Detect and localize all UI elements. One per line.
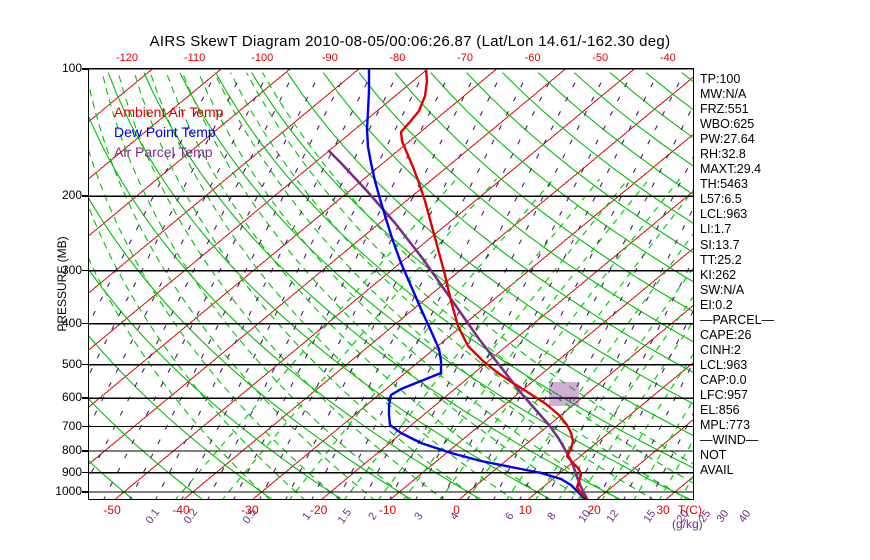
top-temp-tick: -110 [183, 52, 206, 64]
bottom-temp-tick: 0 [453, 503, 460, 517]
parameter-entry: CINH:2 [700, 342, 741, 357]
pressure-tick: 200 [61, 188, 82, 203]
parameter-entry: SW:N/A [700, 282, 745, 297]
pressure-tick: 500 [61, 356, 82, 371]
parameter-entry: —WIND— [700, 433, 759, 448]
pressure-tick: 400 [61, 315, 82, 330]
page-title: AIRS SkewT Diagram 2010-08-05/00:06:26.8… [149, 33, 671, 50]
pressure-tick-mark [82, 195, 88, 197]
parameter-entry: MW:N/A [700, 87, 747, 102]
parameter-entry: L57:6.5 [700, 192, 742, 207]
parameter-entry: FRZ:551 [700, 102, 749, 117]
bottom-temp-tick: 10 [518, 503, 532, 517]
mixing-ratio-tick: 0.1 [143, 506, 163, 527]
parameter-entry: MAXT:29.4 [700, 162, 762, 177]
pressure-tick-mark [82, 269, 88, 272]
parameter-entry: CAP:0.0 [700, 372, 747, 387]
parameter-entry: LCL:963 [700, 207, 748, 222]
top-temp-tick: -100 [251, 52, 274, 64]
pressure-tick-mark [82, 491, 88, 493]
parameter-entry: RH:32.8 [700, 147, 746, 162]
top-temp-tick: -90 [321, 52, 338, 64]
mixing-ratio-tick: 1.5 [335, 506, 355, 527]
parameter-entry: LFC:957 [700, 387, 748, 402]
bottom-temp-tick: 30 [656, 503, 670, 517]
pressure-tick: 600 [61, 390, 82, 405]
bottom-temp-tick: 20 [587, 503, 601, 517]
parameter-entry: PW:27.64 [700, 132, 755, 147]
pressure-tick: 900 [61, 464, 82, 479]
parameter-entry: KI:262 [700, 267, 737, 282]
sounding-parameters-list: TP:100 MW:N/A FRZ:551 WBO:625 PW:27.64 RH:32.… [700, 72, 774, 478]
legend-item-0: Ambient Air Temp [114, 104, 224, 120]
parameter-entry: LCL:963 [700, 357, 748, 372]
parameter-entry: EL:856 [700, 403, 740, 418]
legend-item-1: Dew Point Temp [114, 124, 216, 140]
legend-item-2: Air Parcel Temp [114, 144, 213, 160]
pressure-tick: 700 [61, 418, 82, 433]
pressure-tick-mark [82, 450, 88, 452]
mixing-ratio-tick: 2 [366, 510, 380, 523]
bottom-temp-tick: -20 [310, 503, 328, 517]
parameter-entry: MPL:773 [700, 418, 751, 433]
parameter-entry: TP:100 [700, 72, 741, 86]
top-temp-tick: -120 [115, 52, 139, 64]
pressure-tick: 800 [61, 443, 82, 458]
pressure-tick-mark [82, 363, 88, 366]
parameter-entry: —PARCEL— [700, 312, 775, 327]
pressure-tick-mark [82, 397, 88, 399]
bottom-temp-tick: -10 [378, 503, 397, 517]
bottom-temp-tick: -30 [241, 503, 259, 517]
mixing-ratio-tick: 8 [545, 510, 559, 523]
pressure-tick-mark [82, 425, 88, 427]
pressure-tick-mark [82, 322, 88, 325]
parameter-entry: TT:25.2 [700, 252, 742, 267]
plot-area [88, 68, 694, 500]
skewt-grid-and-curves [89, 69, 693, 499]
mixing-ratio-tick: 6 [503, 510, 517, 523]
top-temp-tick: -70 [457, 52, 473, 64]
pressure-tick: 300 [61, 262, 82, 277]
parameter-entry: CAPE:26 [700, 327, 752, 342]
pressure-tick-mark [82, 68, 88, 70]
top-temp-tick: -60 [524, 52, 541, 64]
mixing-ratio-tick: 12 [604, 507, 622, 525]
parameter-entry: LI:1.7 [700, 222, 732, 237]
pressure-tick: 100 [61, 61, 82, 75]
pressure-tick-mark [82, 471, 88, 474]
pressure-tick: 1000 [55, 484, 82, 499]
parameter-entry: EI:0.2 [700, 297, 733, 312]
bottom-temp-tick: -50 [103, 503, 121, 517]
mixing-ratio-tick: 40 [736, 507, 754, 525]
parameter-entry: NOT [700, 448, 727, 463]
parameter-entry: TH:5463 [700, 177, 748, 192]
parameter-entry: WBO:625 [700, 117, 755, 132]
parameter-entry: SI:13.7 [700, 237, 740, 252]
top-temp-tick: -80 [389, 52, 406, 64]
bottom-temp-tick: -40 [172, 503, 190, 517]
top-temp-tick: -50 [592, 52, 609, 64]
mixing-ratio-tick: 30 [714, 507, 732, 525]
parameter-entry: AVAIL [700, 463, 734, 478]
mixing-ratio-tick: 3 [412, 510, 426, 523]
mixing-ratio-axis-unit: (g/kg) [672, 517, 703, 531]
temperature-axis-unit: T(C) [678, 503, 702, 517]
top-temp-tick: -40 [659, 52, 676, 64]
